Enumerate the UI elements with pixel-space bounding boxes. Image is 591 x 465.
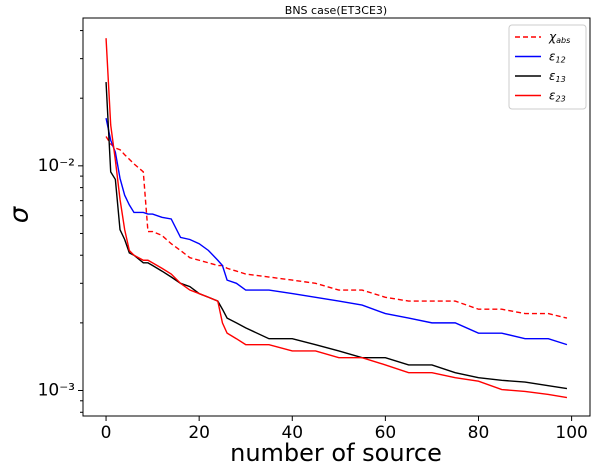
y-tick-label: 10⁻³ bbox=[38, 380, 75, 400]
x-tick-label: 80 bbox=[468, 423, 490, 443]
x-tick-label: 60 bbox=[375, 423, 397, 443]
x-axis-label: number of source bbox=[230, 439, 442, 465]
x-tick-label: 20 bbox=[188, 423, 210, 443]
legend-box bbox=[508, 24, 587, 110]
series-line bbox=[105, 82, 568, 390]
x-tick-label: 40 bbox=[281, 423, 303, 443]
series-line bbox=[105, 118, 568, 346]
y-axis-label: σ bbox=[5, 205, 35, 223]
legend-label: χabs bbox=[548, 30, 570, 45]
series-line bbox=[105, 38, 568, 399]
chart-title: BNS case(ET3CE3) bbox=[285, 4, 387, 17]
x-tick-label: 0 bbox=[101, 423, 112, 443]
plot-frame bbox=[82, 17, 591, 417]
legend-label: ε13 bbox=[549, 69, 566, 84]
legend-label: ε12 bbox=[549, 49, 566, 64]
y-tick-label: 10⁻² bbox=[38, 156, 75, 176]
legend-label: ε23 bbox=[549, 88, 566, 103]
x-tick-label: 100 bbox=[555, 423, 587, 443]
